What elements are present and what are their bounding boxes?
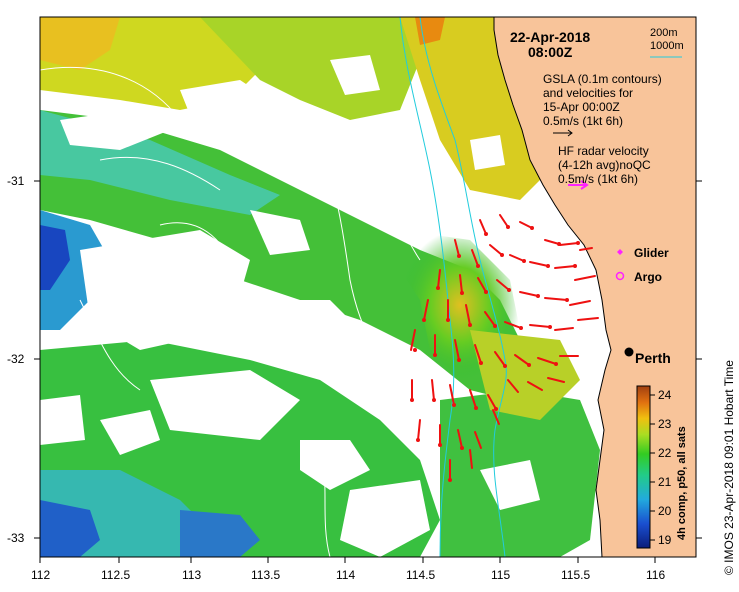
hf-radar-arrows xyxy=(410,214,599,481)
x-tick-label: 115 xyxy=(491,568,511,582)
x-tick-label: 113 xyxy=(182,568,202,582)
colorbar-tick: 19 xyxy=(658,533,672,547)
bathymetry-contours xyxy=(399,17,507,557)
colorbar-tick: 21 xyxy=(658,475,672,489)
map-date: 22-Apr-2018 xyxy=(510,29,591,45)
colorbar-tick: 20 xyxy=(658,504,672,518)
sst-patch-coast-orange xyxy=(415,17,445,45)
colorbar-tick: 24 xyxy=(658,388,672,402)
glider-label: Glider xyxy=(634,246,669,260)
x-tick-label: 112 xyxy=(31,568,51,582)
glider-marker xyxy=(617,249,623,255)
sst-patch-west-deepblue xyxy=(40,225,70,290)
y-tick-label: -33 xyxy=(7,531,25,545)
y-tick-label: -31 xyxy=(7,174,25,188)
colorbar-tick: 22 xyxy=(658,446,672,460)
gsla-legend-line4: 0.5m/s (1kt 6h) xyxy=(543,114,624,128)
hf-legend-line3: 0.5m/s (1kt 6h) xyxy=(558,172,639,186)
hf-legend-line2: (4-12h avg)noQC xyxy=(558,158,651,172)
sst-patch-se-yellow xyxy=(470,330,580,420)
x-tick-label: 113.5 xyxy=(251,568,281,582)
sst-patch-southwest-blue2 xyxy=(180,510,260,557)
sst-patch-south-blue xyxy=(40,500,100,557)
x-tick-label: 116 xyxy=(646,568,666,582)
x-tick-label: 115.5 xyxy=(561,568,591,582)
argo-marker xyxy=(615,271,625,281)
contour-200m xyxy=(419,17,507,557)
colorbar-gradient xyxy=(636,385,651,549)
perth-marker xyxy=(624,347,634,357)
sst-patch-north-yellow xyxy=(40,17,120,70)
sst-field xyxy=(40,17,600,557)
cloud-gaps xyxy=(40,55,540,557)
gsla-legend-line2: and velocities for xyxy=(543,86,634,100)
map-plot-area xyxy=(40,17,696,557)
argo-label: Argo xyxy=(634,270,662,284)
colorbar-label: 4h comp, p50, all sats xyxy=(676,426,688,540)
colorbar xyxy=(636,385,655,549)
city-label-perth: Perth xyxy=(635,350,671,366)
gsla-legend-line3: 15-Apr 00:00Z xyxy=(543,100,620,114)
x-tick-label: 112.5 xyxy=(101,568,131,582)
sst-patch-north-center xyxy=(200,17,420,120)
x-tick-label: 114 xyxy=(336,568,356,582)
imos-caption: © IMOS 23-Apr-2018 09:01 Hobart Time xyxy=(722,360,736,575)
contour-1000m-label: 1000m xyxy=(650,40,684,52)
contour-200m-label: 200m xyxy=(650,27,678,39)
gsla-contours xyxy=(40,66,421,557)
hf-radar-arrowheads xyxy=(410,225,580,482)
contour-1000m xyxy=(399,17,455,557)
x-tick-label: 114.5 xyxy=(406,568,436,582)
y-tick-label: -32 xyxy=(7,352,25,366)
gsla-legend-line1: GSLA (0.1m contours) xyxy=(543,72,662,86)
gsla-scale-arrow xyxy=(553,129,573,137)
hf-scale-arrow xyxy=(568,180,589,190)
colorbar-tick: 23 xyxy=(658,417,672,431)
hf-legend-line1: HF radar velocity xyxy=(558,144,649,158)
map-time: 08:00Z xyxy=(528,44,573,60)
axes-frame xyxy=(34,16,702,563)
